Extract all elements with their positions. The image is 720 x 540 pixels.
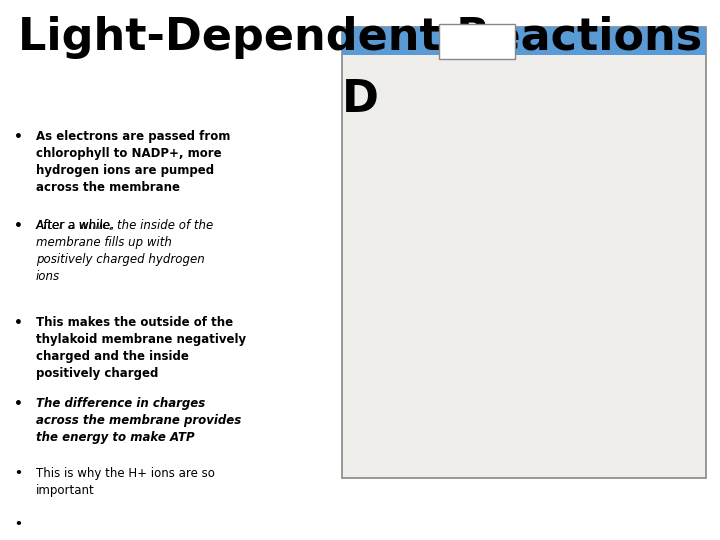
Text: •: • <box>14 518 22 531</box>
Text: •: • <box>14 316 23 330</box>
Text: After a while, the inside of the
membrane fills up with
positively charged hydro: After a while, the inside of the membran… <box>36 219 215 283</box>
Bar <box>439 24 515 59</box>
Text: •: • <box>14 219 23 233</box>
Text: This makes the outside of the
thylakoid membrane negatively
charged and the insi: This makes the outside of the thylakoid … <box>36 316 246 380</box>
Text: Light-Dependent Reactions: Light-Dependent Reactions <box>18 16 702 59</box>
Text: After a while,: After a while, <box>36 219 118 232</box>
Text: As electrons are passed from
chlorophyll to NADP+, more
hydrogen ions are pumped: As electrons are passed from chlorophyll… <box>36 130 230 194</box>
Bar <box>342 27 706 478</box>
Text: •: • <box>14 130 23 144</box>
Text: •: • <box>14 397 23 411</box>
Text: D: D <box>341 78 379 122</box>
Text: The difference in charges
across the membrane provides
the energy to make ATP: The difference in charges across the mem… <box>36 397 241 444</box>
Text: •: • <box>14 467 22 480</box>
Bar <box>342 27 706 55</box>
Text: This is why the H+ ions are so
important: This is why the H+ ions are so important <box>36 467 215 497</box>
